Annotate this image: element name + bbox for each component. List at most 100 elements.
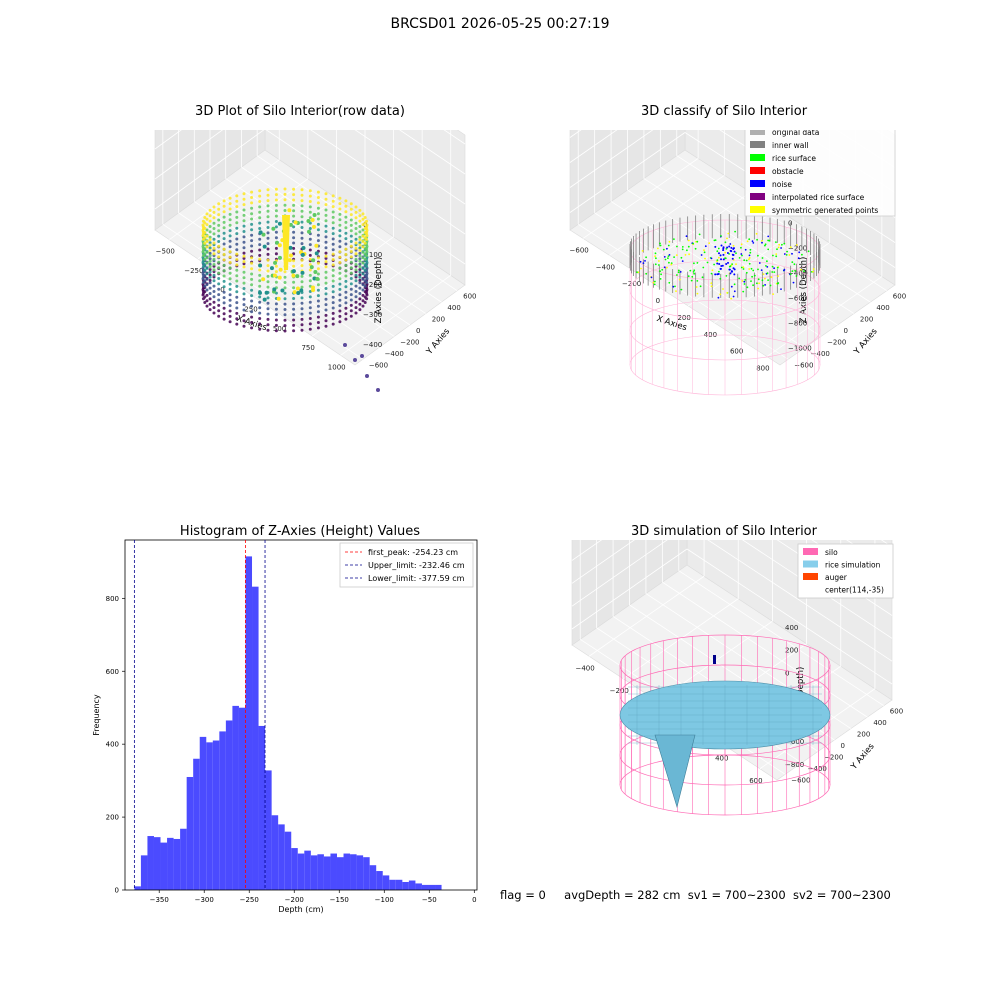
x-tick-label: 750 [301,344,314,352]
raw-point [217,218,221,222]
legend-label: original data [772,130,819,137]
raw-point [287,208,292,213]
classified-point [658,260,660,262]
raw-point [349,213,353,217]
raw-point [338,255,342,259]
raw-point [217,277,221,280]
classified-point [743,259,746,262]
classified-point [812,270,814,273]
z-tick-label: −300 [363,311,382,319]
raw-point [338,271,342,275]
classified-point [764,277,766,280]
raw-point [358,251,362,255]
raw-point [349,277,353,280]
raw-point [235,284,239,288]
classified-point [767,239,769,242]
raw-point [212,232,216,236]
raw-point [361,277,365,281]
noise-point [726,252,729,255]
raw-point [316,283,320,287]
raw-point [358,259,362,263]
raw-point [242,224,246,228]
raw-point [354,257,358,261]
classified-point [757,254,759,257]
x-tick-label: 0 [472,896,476,904]
raw-point [242,192,246,196]
x-tick-label: 400 [704,331,717,339]
y-axis-label: Frequency [92,694,101,736]
raw-point [331,248,335,252]
noise-point [722,249,725,252]
raw-point [250,190,254,194]
classified-point [791,270,794,272]
classified-point [675,290,677,292]
raw-point [349,255,353,259]
grid-line [571,540,603,561]
raw-point [242,303,246,307]
raw-point [300,209,304,213]
raw-point [324,246,328,250]
classified-point [766,266,769,268]
noise-point [717,252,720,255]
grid-line [569,130,654,188]
classified-point [757,268,759,271]
classified-point [640,267,642,270]
x-tick-label: 800 [756,365,769,373]
y-tick-label: 600 [106,668,119,676]
raw-point [338,223,342,227]
raw-point [258,317,262,320]
raw-point [308,322,312,326]
raw-point [274,203,278,207]
x-tick-label: 600 [749,777,762,785]
raw-point [331,268,335,272]
histogram-bar [356,855,364,890]
auger-marker [713,655,716,664]
raw-point [222,220,226,224]
raw-point [274,313,278,317]
classified-point [703,251,706,254]
raw-point [358,208,362,212]
raw-point [316,196,320,199]
legend-label: interpolated rice surface [772,193,865,202]
raw-point [300,328,304,332]
raw-point [344,253,348,256]
raw-point [349,229,353,233]
classified-point [668,254,671,256]
grid-line [354,130,466,205]
raw-point [208,268,212,272]
raw-point [250,277,254,281]
classified-point [733,290,736,293]
histogram-bar [421,884,429,890]
raw-point [228,314,232,318]
raw-point [316,222,320,226]
raw-point [222,312,226,316]
raw-point [208,281,212,285]
figure-title: BRCSD01 2026-05-25 00:27:19 [390,16,610,32]
raw-point [235,317,239,321]
raw-point [363,247,367,251]
raw-point [266,231,270,235]
raw-point [349,240,353,243]
raw-point [258,237,262,241]
x-tick-label: −350 [150,896,169,904]
raw-point [361,212,365,216]
raw-point [338,287,342,291]
sim-panel-title: 3D simulation of Silo Interior [631,524,817,539]
classified-point [694,247,697,250]
histogram-bar [330,853,337,890]
raw-point [296,290,301,295]
classified-point [659,242,661,245]
raw-point [324,235,328,239]
raw-point [363,252,367,256]
classified-point [800,268,802,271]
x-tick-label: 400 [715,754,728,762]
raw-point [308,210,312,214]
raw-point [344,317,348,321]
raw-point [331,258,335,261]
classified-point [758,262,761,264]
raw-point [228,255,232,259]
noise-point [722,253,725,256]
raw-point [358,238,362,242]
grid-line [399,130,466,175]
raw-point [308,273,312,277]
